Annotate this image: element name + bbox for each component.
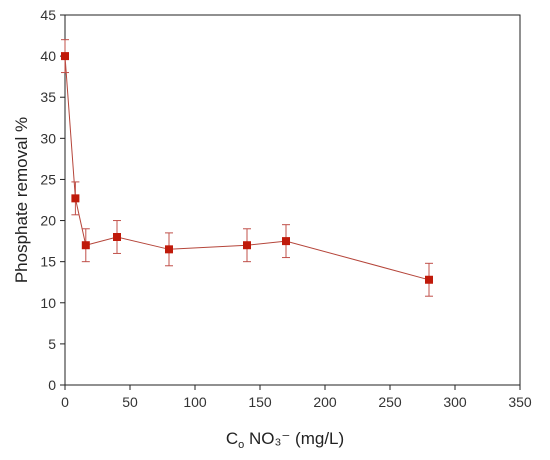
plot-frame [64, 14, 521, 386]
y-tick-label: 0 [48, 377, 56, 393]
data-point [165, 245, 173, 254]
data-point [71, 194, 80, 203]
y-axis-title: Phosphate removal % [12, 117, 31, 283]
y-axis-ticks: 0 5 10 15 20 25 30 35 40 45 [40, 7, 65, 393]
x-tick-label: 200 [313, 394, 337, 410]
x-axis-ticks: 0 50 100 150 200 250 300 350 [61, 385, 532, 410]
data-point [61, 52, 69, 61]
x-tick-label: 0 [61, 394, 69, 410]
y-tick-label: 10 [40, 295, 56, 311]
x-tick-label: 150 [248, 394, 272, 410]
y-tick-label: 15 [40, 254, 56, 270]
x-axis-title-rest: NO₃⁻ (mg/L) [244, 429, 344, 448]
x-tick-label: 250 [378, 394, 402, 410]
data-point [113, 233, 121, 241]
y-tick-label: 35 [40, 89, 56, 105]
y-tick-label: 20 [40, 213, 56, 229]
x-axis-title-subscript: o [238, 439, 244, 451]
data-point [81, 241, 90, 250]
y-tick-label: 5 [48, 336, 56, 352]
x-tick-label: 350 [508, 394, 532, 410]
data-point [425, 275, 433, 284]
x-axis-title: Co NO₃⁻ (mg/L) [226, 429, 344, 451]
y-tick-label: 45 [40, 7, 56, 23]
x-axis-title-main: C [226, 429, 238, 448]
series-line [64, 56, 430, 281]
y-tick-label: 25 [40, 171, 56, 187]
data-series [61, 39, 433, 297]
y-tick-label: 30 [40, 130, 56, 146]
x-tick-label: 50 [122, 394, 138, 410]
y-tick-label: 40 [40, 48, 56, 64]
x-tick-label: 100 [183, 394, 207, 410]
data-point [243, 241, 251, 250]
data-point [282, 237, 290, 246]
x-tick-label: 300 [443, 394, 467, 410]
